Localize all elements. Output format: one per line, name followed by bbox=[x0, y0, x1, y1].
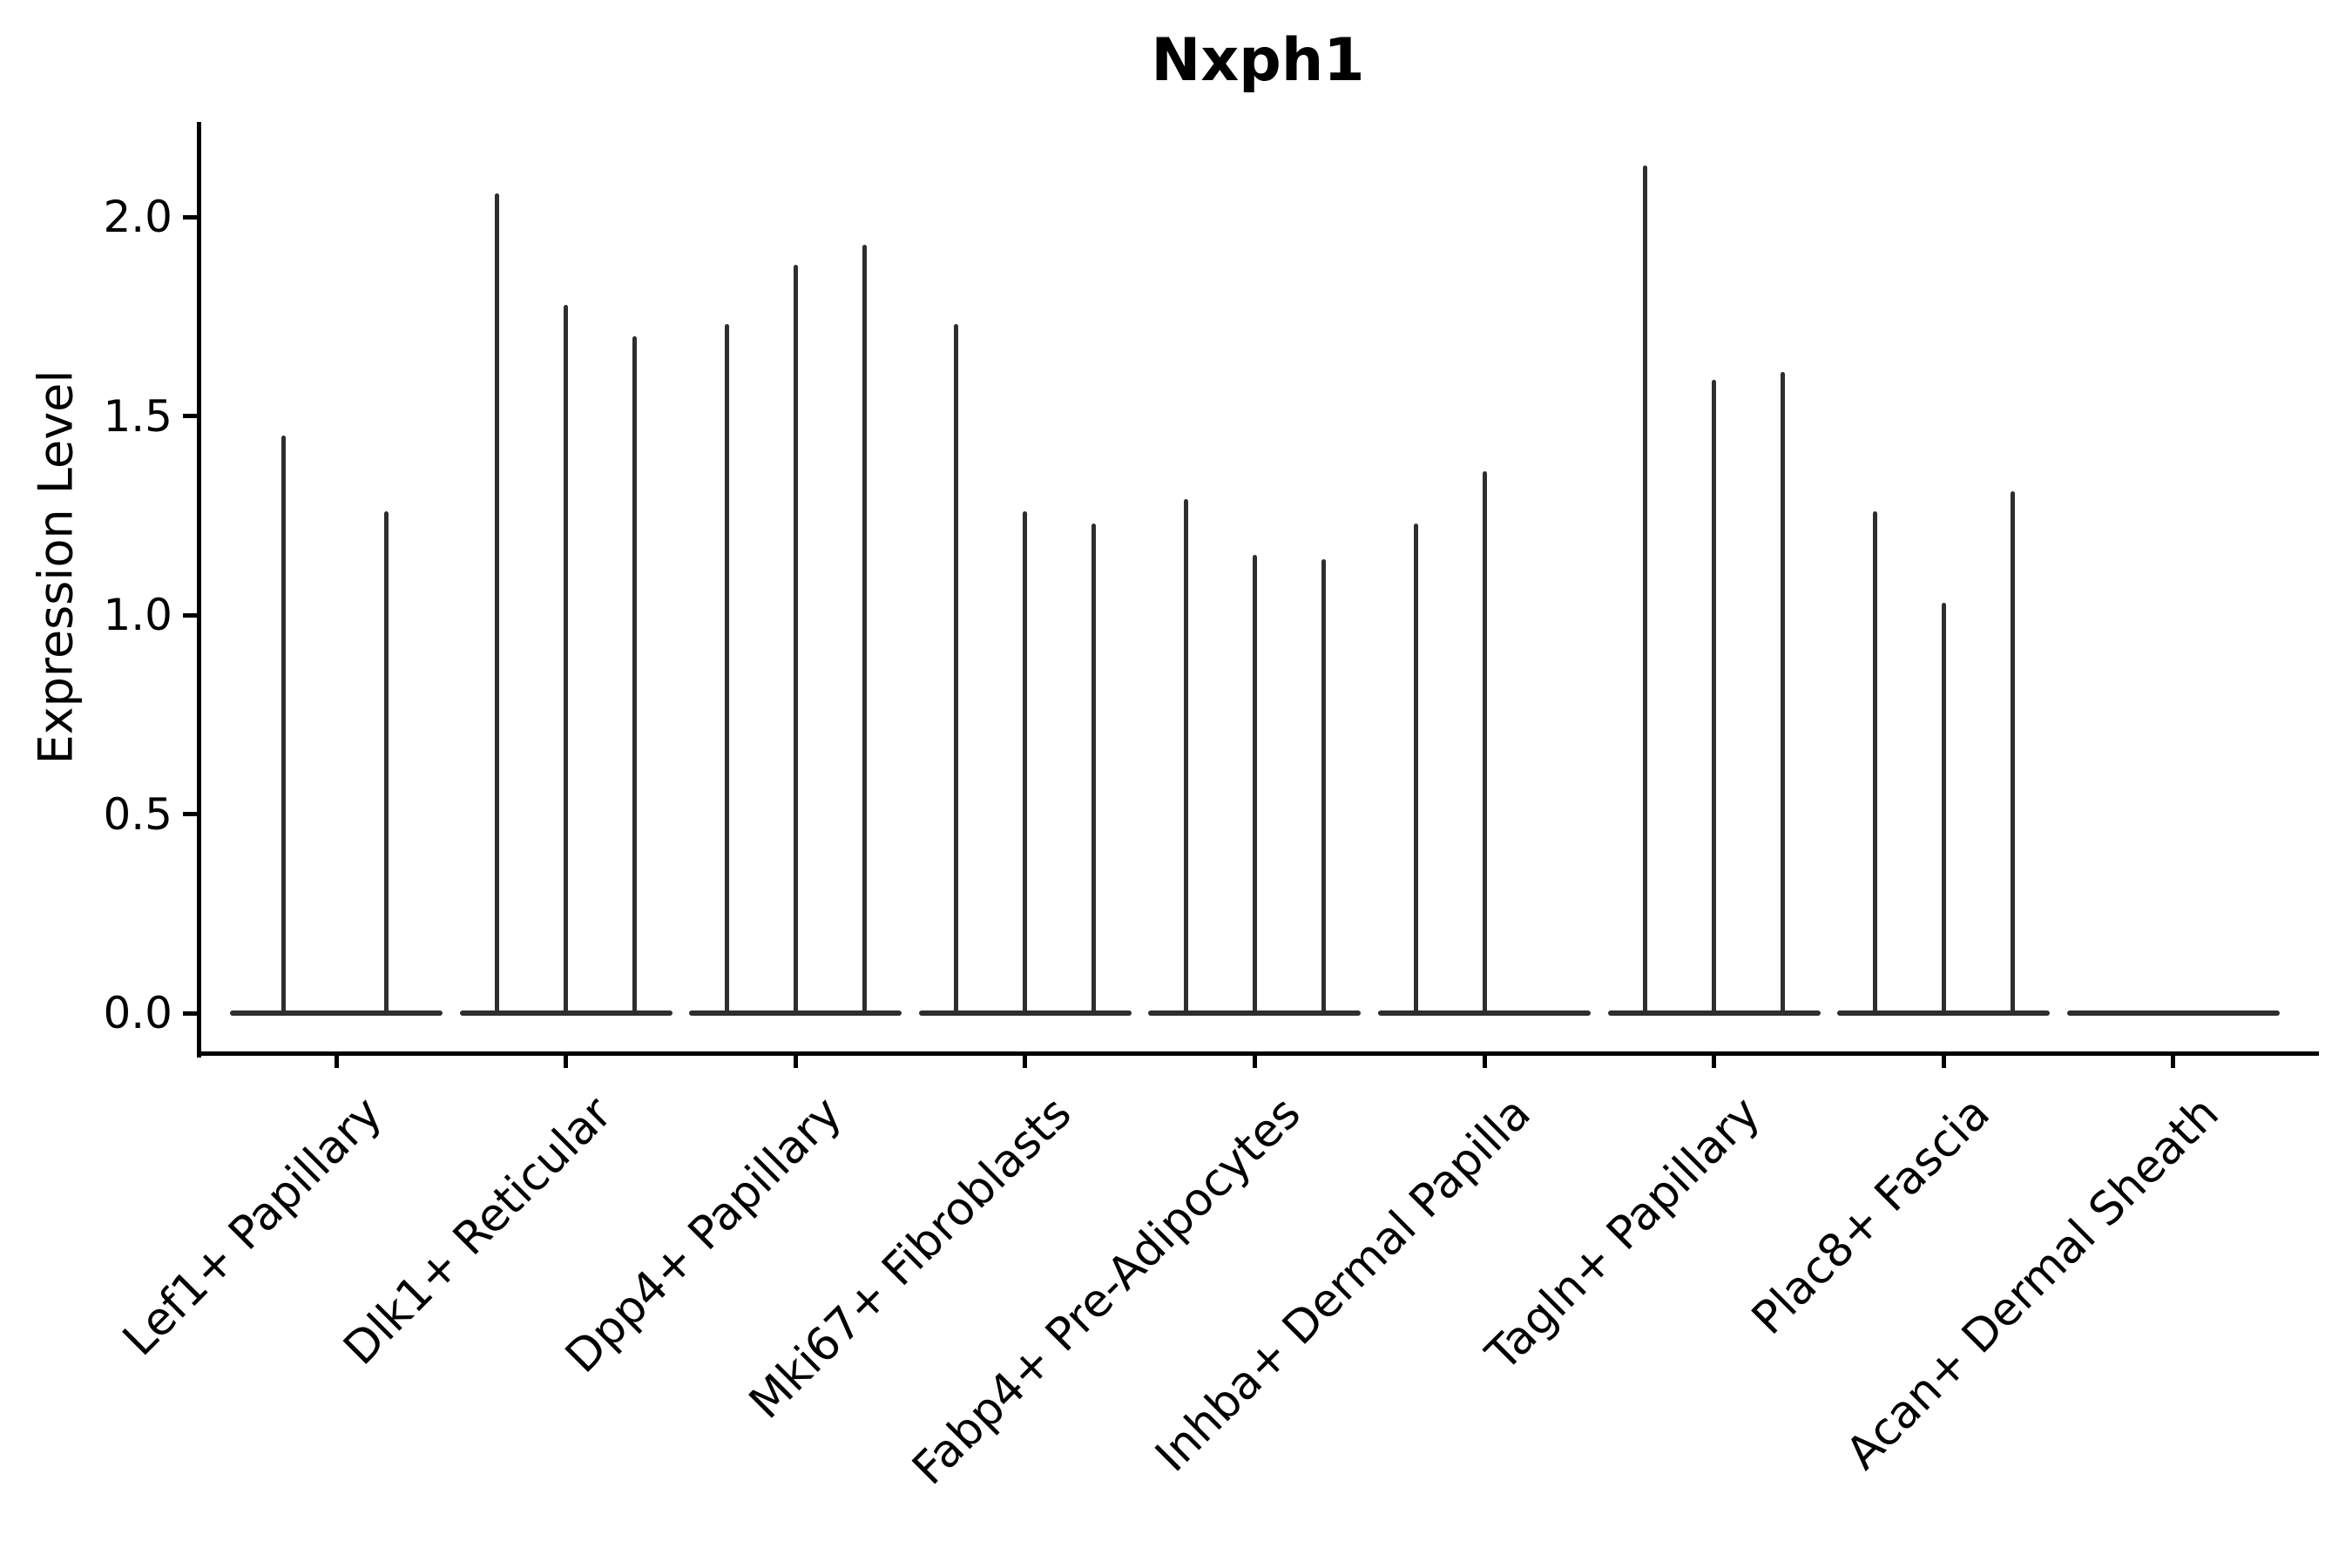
violin-spike bbox=[1643, 165, 1648, 1016]
violin-spike bbox=[383, 511, 389, 1016]
violin-spike bbox=[1482, 471, 1487, 1016]
x-tick-mark bbox=[1252, 1053, 1257, 1068]
x-tick-mark bbox=[1023, 1053, 1028, 1068]
y-tick-mark bbox=[183, 812, 197, 816]
x-tick-label: Fabp4+ Pre-Adipocytes bbox=[902, 1087, 1311, 1496]
y-tick-mark bbox=[183, 414, 197, 418]
y-tick-mark bbox=[183, 1010, 197, 1016]
violin-spike bbox=[1413, 523, 1418, 1016]
y-tick-label: 2.0 bbox=[103, 192, 172, 242]
violin-spike bbox=[1023, 511, 1028, 1016]
y-tick-mark bbox=[183, 612, 197, 618]
violin-spike bbox=[954, 324, 959, 1016]
y-tick-mark bbox=[183, 214, 197, 220]
violin-spike bbox=[2010, 491, 2015, 1016]
violin-spike bbox=[1183, 499, 1188, 1016]
x-tick-label: Acan+ Dermal Sheath bbox=[1836, 1087, 2230, 1480]
violin-spike bbox=[280, 436, 286, 1016]
violin-spike bbox=[1941, 603, 1946, 1016]
violin-spike bbox=[564, 304, 569, 1016]
violin-spike bbox=[495, 193, 500, 1016]
violin-spike bbox=[793, 264, 798, 1016]
violin-baseline bbox=[2066, 1010, 2280, 1016]
violin-spike bbox=[632, 336, 638, 1016]
violin-spike bbox=[1712, 380, 1717, 1016]
x-tick-mark bbox=[1712, 1053, 1717, 1068]
violin-spike bbox=[724, 324, 729, 1016]
chart-title: Nxph1 bbox=[1151, 26, 1365, 95]
x-tick-mark bbox=[564, 1053, 569, 1068]
x-tick-mark bbox=[334, 1053, 339, 1068]
violin-spike bbox=[862, 244, 867, 1016]
x-axis-spine bbox=[197, 1051, 2319, 1056]
y-tick-label: 0.0 bbox=[103, 988, 172, 1038]
violin-baseline bbox=[230, 1010, 443, 1016]
x-tick-label: Plac8+ Fascia bbox=[1741, 1087, 2000, 1345]
y-tick-label: 1.5 bbox=[103, 390, 172, 442]
y-axis-spine bbox=[197, 122, 201, 1058]
violin-spike bbox=[1321, 559, 1326, 1016]
violin-spike bbox=[1872, 511, 1877, 1016]
violin-spike bbox=[1781, 372, 1786, 1016]
violin-spike bbox=[1092, 523, 1097, 1016]
violin-spike bbox=[1252, 555, 1257, 1016]
x-tick-label: Inhba+ Dermal Papilla bbox=[1145, 1087, 1541, 1483]
y-tick-label: 0.5 bbox=[103, 788, 172, 840]
y-tick-label: 1.0 bbox=[103, 590, 172, 640]
x-tick-mark bbox=[2171, 1053, 2176, 1068]
x-tick-mark bbox=[1941, 1053, 1946, 1068]
x-tick-mark bbox=[1482, 1053, 1487, 1068]
x-tick-mark bbox=[793, 1053, 798, 1068]
